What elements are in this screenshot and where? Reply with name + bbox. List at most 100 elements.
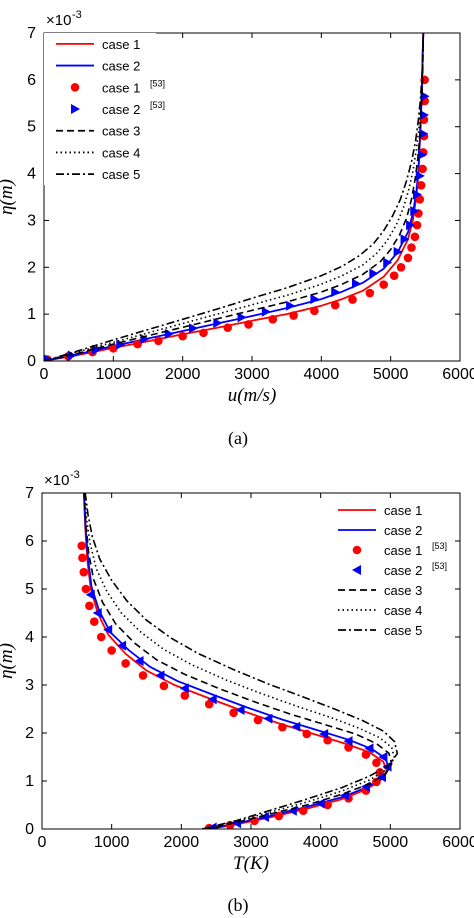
data-point — [410, 232, 420, 242]
data-point — [298, 806, 308, 816]
data-point — [365, 288, 375, 298]
data-point — [223, 323, 233, 333]
data-point — [418, 164, 427, 174]
x-tick-label: 5000 — [373, 366, 409, 383]
y-tick-label: 4 — [27, 166, 36, 183]
x-axis-label: u(m/s) — [228, 385, 277, 406]
x-tick-label: 1000 — [96, 366, 132, 383]
plot-area — [77, 493, 399, 829]
x-axis-label: T(K) — [233, 853, 269, 874]
legend-ref: [53] — [150, 100, 165, 110]
y-tick-label: 5 — [25, 581, 34, 598]
data-point — [117, 640, 127, 651]
data-point — [352, 278, 361, 289]
y-axis-label: η(m) — [0, 179, 17, 215]
data-point — [310, 306, 319, 316]
data-point — [179, 683, 189, 694]
data-point — [330, 300, 340, 310]
data-point — [323, 800, 332, 810]
data-point — [103, 624, 113, 635]
panel-caption: (a) — [228, 428, 248, 449]
x-tick-label: 3000 — [233, 834, 269, 851]
legend-marker — [70, 82, 80, 92]
data-point — [372, 758, 381, 768]
data-point — [121, 659, 130, 668]
y-tick-label: 0 — [25, 821, 34, 838]
data-point — [81, 584, 91, 594]
data-point — [159, 681, 169, 691]
data-point — [78, 553, 87, 563]
data-point — [416, 180, 426, 190]
data-point — [204, 699, 214, 709]
y-tick-label: 3 — [27, 212, 36, 229]
x-tick-label: 0 — [40, 366, 49, 383]
data-point — [348, 295, 357, 304]
data-point — [410, 206, 420, 217]
data-point — [291, 721, 301, 732]
x-tick-label: 4000 — [303, 834, 339, 851]
legend: case 1 case 2 case 1 [53] case 2 [53] case 3 ca… — [326, 500, 454, 640]
legend-label: case 3 — [102, 124, 140, 139]
data-point — [396, 262, 406, 272]
data-point — [189, 323, 199, 334]
series-case-5-line — [84, 493, 399, 829]
data-point — [89, 617, 99, 626]
data-point — [199, 328, 208, 338]
data-point — [229, 708, 238, 718]
data-point — [85, 601, 94, 611]
data-point — [237, 312, 247, 323]
data-point — [77, 541, 87, 551]
y-tick-label: 0 — [27, 353, 36, 370]
data-point — [415, 195, 425, 204]
x-tick-label: 2000 — [164, 834, 200, 851]
data-point — [400, 234, 410, 245]
data-point — [109, 344, 118, 353]
plot-area — [44, 33, 430, 361]
y-tick-label: 6 — [27, 72, 36, 89]
data-point — [393, 246, 403, 257]
x-tick-label: 6000 — [442, 366, 474, 383]
data-point — [232, 818, 242, 829]
data-point — [107, 646, 116, 655]
data-point — [133, 339, 142, 349]
series-case-4-line — [44, 33, 425, 361]
legend-label: case 1 — [384, 503, 422, 518]
y-multiplier-exponent: -3 — [70, 469, 80, 481]
legend-entry: case 1 [53] — [70, 78, 165, 95]
legend-label: case 2 — [102, 59, 140, 74]
data-point — [261, 306, 271, 317]
legend-label: case 1 — [102, 80, 140, 95]
x-tick-label: 5000 — [373, 834, 409, 851]
y-multiplier: ×10 — [44, 472, 69, 489]
y-tick-label: 7 — [27, 25, 36, 42]
y-multiplier-exponent: -3 — [72, 9, 82, 21]
data-point — [92, 608, 102, 618]
x-tick-label: 4000 — [304, 366, 340, 383]
y-tick-label: 7 — [25, 485, 34, 502]
data-point — [361, 750, 371, 759]
data-point — [372, 777, 381, 787]
legend-label: case 4 — [384, 603, 422, 618]
data-point — [268, 314, 278, 324]
data-point — [403, 253, 413, 263]
data-point — [289, 311, 298, 320]
x-tick-label: 2000 — [165, 366, 201, 383]
data-point — [412, 220, 422, 230]
series-case-2-ref — [85, 589, 392, 829]
y-tick-label: 2 — [27, 259, 36, 276]
data-point — [180, 691, 190, 700]
legend-entry: case 1 [53] — [352, 541, 447, 558]
data-point — [274, 811, 284, 821]
legend-label: case 5 — [102, 167, 140, 182]
y-multiplier: ×10 — [46, 12, 71, 29]
panel-caption: (b) — [228, 895, 249, 916]
legend-entry: case 2 — [338, 523, 422, 538]
data-point — [154, 336, 163, 346]
data-point — [344, 743, 353, 752]
data-point — [96, 632, 106, 642]
data-point — [407, 243, 416, 252]
legend-entry: case 4 — [56, 145, 140, 160]
data-point — [286, 300, 296, 311]
legend-entry: case 2 — [56, 59, 140, 74]
data-point — [207, 694, 217, 705]
